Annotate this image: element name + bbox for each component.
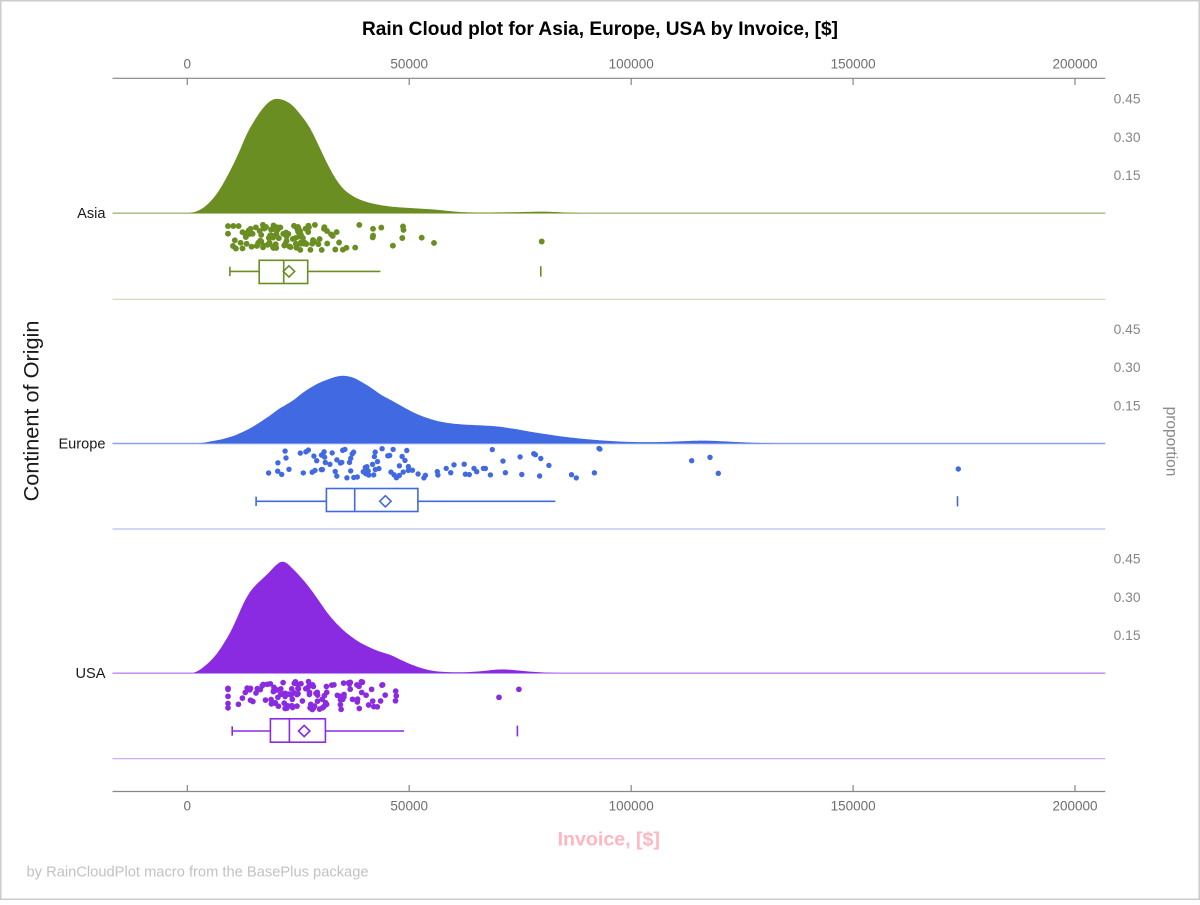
svg-text:0.45: 0.45 [1114, 552, 1141, 567]
svg-text:0: 0 [184, 799, 192, 814]
svg-text:150000: 150000 [831, 799, 876, 814]
svg-text:by RainCloudPlot macro from th: by RainCloudPlot macro from the BasePlus… [27, 865, 369, 881]
svg-text:Europe: Europe [58, 437, 105, 453]
svg-text:0.30: 0.30 [1114, 360, 1141, 375]
svg-text:USA: USA [75, 666, 105, 682]
svg-text:150000: 150000 [831, 57, 876, 72]
svg-text:0.45: 0.45 [1114, 322, 1141, 337]
svg-text:proportion: proportion [1163, 407, 1180, 477]
svg-text:50000: 50000 [390, 799, 428, 814]
svg-text:0.30: 0.30 [1114, 130, 1141, 145]
svg-text:200000: 200000 [1052, 799, 1097, 814]
svg-text:0.30: 0.30 [1114, 590, 1141, 605]
svg-text:0.15: 0.15 [1114, 628, 1141, 643]
svg-text:Invoice, [$]: Invoice, [$] [558, 829, 660, 851]
svg-text:100000: 100000 [609, 57, 654, 72]
svg-text:0.15: 0.15 [1114, 168, 1141, 183]
svg-text:0: 0 [184, 57, 192, 72]
svg-text:0.45: 0.45 [1114, 92, 1141, 107]
svg-text:50000: 50000 [390, 57, 428, 72]
svg-text:Continent of Origin: Continent of Origin [19, 321, 44, 502]
svg-text:0.15: 0.15 [1114, 399, 1141, 414]
svg-text:Asia: Asia [77, 206, 106, 222]
svg-text:Rain Cloud plot for Asia, Euro: Rain Cloud plot for Asia, Europe, USA by… [362, 19, 838, 40]
svg-text:100000: 100000 [609, 799, 654, 814]
svg-text:200000: 200000 [1052, 57, 1097, 72]
